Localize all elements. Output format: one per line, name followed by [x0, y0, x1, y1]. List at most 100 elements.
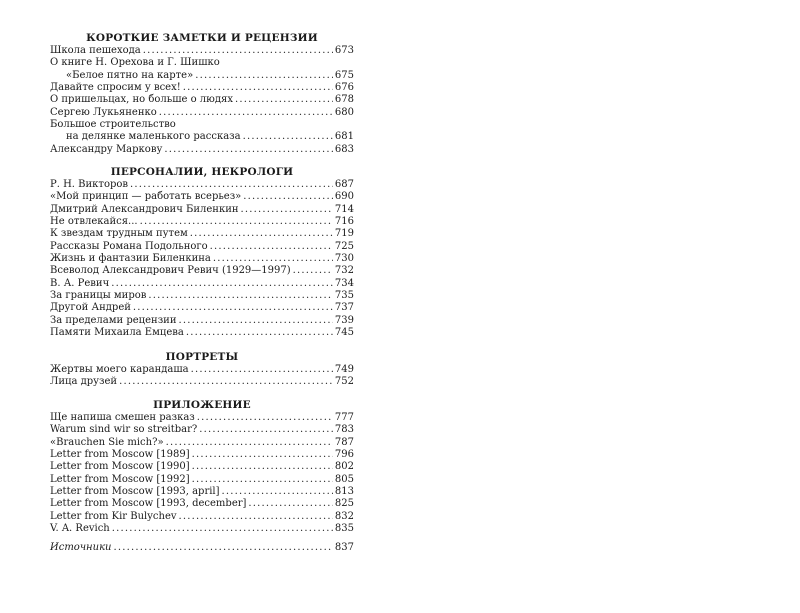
dot-leader [213, 253, 333, 265]
dot-leader [111, 278, 333, 290]
entry-title: Лица друзей [50, 376, 118, 388]
entry-page: 683 [334, 143, 354, 155]
toc-section: КОРОТКИЕ ЗАМЕТКИ И РЕЦЕНЗИИ Школа пешеход… [50, 31, 354, 156]
entry-page: 832 [334, 510, 354, 522]
entry-page: 725 [334, 240, 354, 252]
entry-title: В. А. Ревич [50, 277, 110, 289]
dot-leader [243, 131, 333, 143]
toc-entry: К звездам трудным путем 719 [50, 228, 354, 240]
dot-leader [130, 179, 333, 191]
dot-leader [112, 523, 333, 535]
toc-entry: Александру Маркову 683 [50, 144, 354, 156]
toc-entry: Р. Н. Викторов 687 [50, 179, 354, 191]
dot-leader [210, 241, 333, 253]
entry-title: Letter from Moscow [1992] [50, 473, 190, 485]
entry-title: «Мой принцип — работать всерьез» [50, 191, 242, 203]
toc-entry: За пределами рецензии 739 [50, 315, 354, 327]
dot-leader [199, 424, 333, 436]
toc-entry: Ще напиша смешен разказ 777 [50, 412, 354, 424]
entry-title: Warum sind wir so streitbar? [50, 424, 198, 436]
dot-leader [140, 216, 333, 228]
entry-title: Источники [50, 542, 112, 553]
section-heading: КОРОТКИЕ ЗАМЕТКИ И РЕЦЕНЗИИ [86, 32, 318, 44]
entry-page: 813 [334, 486, 354, 498]
entry-page: 783 [334, 424, 354, 436]
dot-leader [179, 511, 333, 523]
toc-entry: За границы миров 735 [50, 290, 354, 302]
entry-title: Всеволод Александрович Ревич (1929—1997) [50, 265, 291, 277]
dot-leader [113, 542, 332, 554]
entry-page: 805 [334, 473, 354, 485]
entry-page: 690 [334, 191, 354, 203]
entry-page: 749 [334, 364, 354, 375]
entry-page: 745 [334, 327, 354, 339]
toc-entry: О пришельцах, но больше о людях 678 [50, 94, 354, 106]
entry-page: 719 [334, 228, 354, 240]
dot-leader [222, 486, 333, 498]
entry-title: К звездам трудным путем [50, 228, 188, 240]
entry-page: 687 [334, 179, 354, 190]
entry-page: 752 [334, 376, 354, 388]
toc-entry: на делянке маленького рассказа 681 [50, 131, 354, 143]
entry-page: 739 [334, 314, 354, 326]
entry-title: Памяти Михаила Емцева [50, 327, 184, 339]
dot-leader [164, 144, 333, 156]
dot-leader [190, 228, 333, 240]
entry-page: 787 [334, 436, 354, 448]
entry-page: 735 [334, 290, 354, 302]
dot-leader [192, 461, 333, 473]
entry-title: За границы миров [50, 290, 147, 302]
dot-leader [192, 449, 333, 461]
dot-leader [183, 82, 333, 94]
toc-sources: Источники 837 [50, 542, 354, 554]
dot-leader [195, 70, 333, 82]
toc-entry: Letter from Moscow [1993, december] 825 [50, 498, 354, 510]
toc-entry: Лица друзей 752 [50, 376, 354, 388]
entry-page: 837 [334, 542, 354, 553]
entry-title: V. A. Revich [50, 523, 110, 535]
section-heading: ПРИЛОЖЕНИЕ [153, 399, 251, 411]
entry-title: О книге Н. Орехова и Г. Шишко [50, 57, 220, 69]
entry-page: 716 [334, 216, 354, 228]
entry-title: Letter from Moscow [1993, december] [50, 498, 247, 510]
toc-entry: Школа пешехода 673 [50, 45, 354, 57]
dot-leader [159, 107, 333, 119]
entry-title: Школа пешехода [50, 45, 141, 56]
toc-entry: Warum sind wir so streitbar? 783 [50, 424, 354, 436]
entry-page: 675 [334, 69, 354, 81]
toc-entry: Дмитрий Александрович Биленкин 714 [50, 204, 354, 216]
entry-page: 714 [334, 203, 354, 215]
toc-entry: Жизнь и фантазии Биленкина 730 [50, 253, 354, 265]
dot-leader [293, 265, 333, 277]
dot-leader [143, 45, 333, 57]
toc-entry: В. А. Ревич 734 [50, 278, 354, 290]
dot-leader [186, 327, 333, 339]
entry-title: Александру Маркову [50, 143, 163, 155]
entry-title: «Brauchen Sie mich?» [50, 436, 164, 448]
entry-title: Большое строительство [50, 119, 176, 131]
dot-leader [241, 204, 333, 216]
entry-page: 681 [334, 131, 354, 143]
toc-entry: Letter from Moscow [1992] 805 [50, 474, 354, 486]
entry-page: 835 [334, 523, 354, 535]
toc-entry: Letter from Moscow [1993, april] 813 [50, 486, 354, 498]
toc-entry: «Мой принцип — работать всерьез» 690 [50, 191, 354, 203]
entry-title: Жертвы моего карандаша [50, 364, 189, 375]
entry-title: Рассказы Романа Подольного [50, 240, 208, 252]
toc-entry: Рассказы Романа Подольного 725 [50, 241, 354, 253]
section-heading: ПОРТРЕТЫ [165, 351, 239, 363]
toc-entry: V. A. Revich 835 [50, 523, 354, 535]
entry-page: 678 [334, 94, 354, 106]
entry-page: 673 [334, 45, 354, 56]
entry-page: 737 [334, 302, 354, 314]
toc-entry: Памяти Михаила Емцева 745 [50, 327, 354, 339]
entry-title: Letter from Moscow [1990] [50, 461, 190, 473]
entry-title: Другой Андрей [50, 302, 131, 314]
toc-entry: Давайте спросим у всех! 676 [50, 82, 354, 94]
entry-page: 676 [334, 82, 354, 94]
entry-title: Ще напиша смешен разказ [50, 412, 195, 423]
dot-leader [197, 412, 333, 424]
dot-leader [133, 302, 333, 314]
